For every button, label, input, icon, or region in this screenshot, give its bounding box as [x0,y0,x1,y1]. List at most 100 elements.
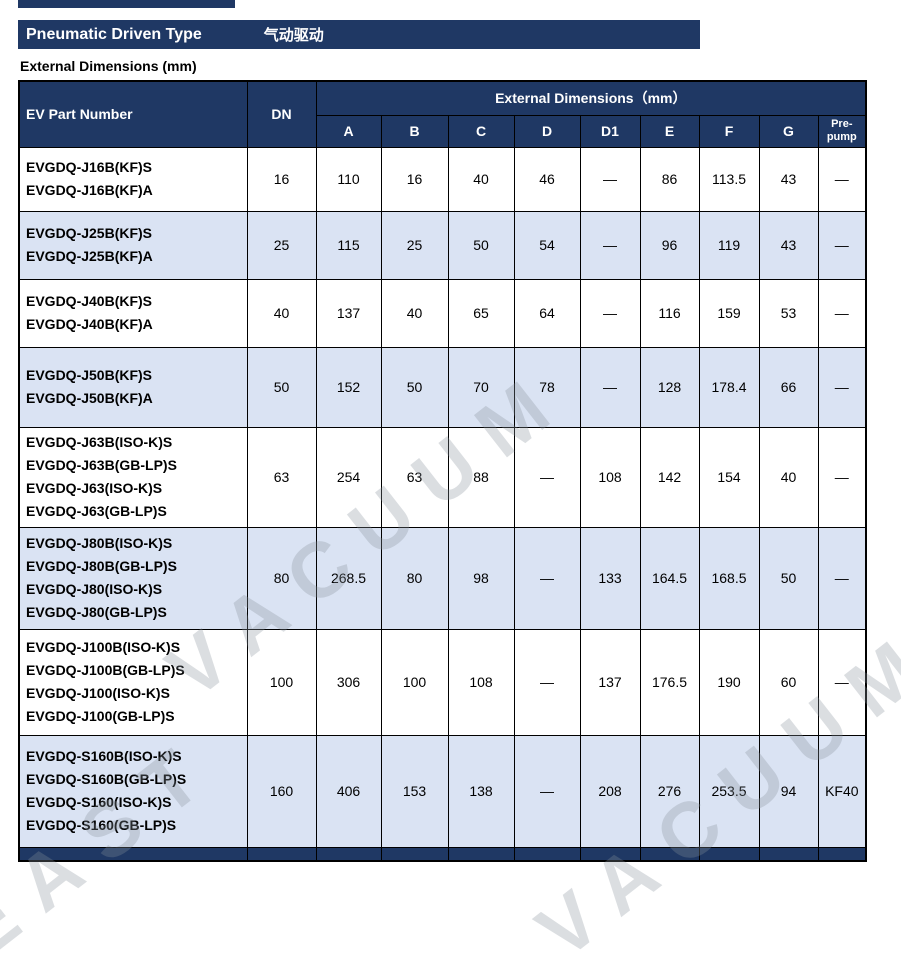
part-number: EVGDQ-S160(ISO-K)S [26,794,172,810]
value-cell: 110 [315,146,382,212]
part-number-cell: EVGDQ-J16B(KF)S EVGDQ-J16B(KF)A [18,146,248,212]
part-number: EVGDQ-J80B(ISO-K)S [26,535,173,551]
dimensions-table: EV Part Number DN External Dimensions（mm… [18,80,868,862]
part-number: EVGDQ-J100(GB-LP)S [26,708,175,724]
dn-cell: 63 [246,426,317,528]
partial-cell [513,846,581,861]
value-cell: 40 [758,426,819,528]
dn-cell: 40 [246,278,317,348]
header-row-group: EV Part Number DN External Dimensions（mm… [18,80,867,148]
value-cell: 80 [380,526,449,630]
table-row-dn-40: EVGDQ-J40B(KF)S EVGDQ-J40B(KF)A 40 137 40 65 6… [18,278,867,348]
value-cell: 113.5 [698,146,760,212]
value-cell: — [513,734,581,848]
value-cell: 116 [639,278,700,348]
value-cell: 94 [758,734,819,848]
value-cell: 268.5 [315,526,382,630]
value-cell: 40 [380,278,449,348]
dn-cell: 16 [246,146,317,212]
table-row-dn-80: EVGDQ-J80B(ISO-K)S EVGDQ-J80B(GB-LP)S EVGD… [18,526,867,630]
value-cell: 40 [447,146,515,212]
part-number: EVGDQ-J63B(GB-LP)S [26,457,177,473]
value-cell: 276 [639,734,700,848]
part-number: EVGDQ-S160B(ISO-K)S [26,748,182,764]
value-cell: 159 [698,278,760,348]
value-cell: — [817,346,867,428]
part-number-cell: EVGDQ-J25B(KF)S EVGDQ-J25B(KF)A [18,210,248,280]
part-number: EVGDQ-S160B(GB-LP)S [26,771,187,787]
previous-section-strip [18,0,235,8]
value-cell: — [513,426,581,528]
part-number: EVGDQ-J50B(KF)S [26,367,153,383]
table-row-dn-25: EVGDQ-J25B(KF)S EVGDQ-J25B(KF)A 25 115 25 50 5… [18,210,867,280]
col-header-part-number: EV Part Number [18,80,248,148]
part-number: EVGDQ-J80B(GB-LP)S [26,558,177,574]
value-cell: 65 [447,278,515,348]
part-number: EVGDQ-J80(GB-LP)S [26,604,167,620]
value-cell: 63 [380,426,449,528]
part-number: EVGDQ-J16B(KF)A [26,182,153,198]
value-cell: 46 [513,146,581,212]
dn-cell: 160 [246,734,317,848]
partial-cell [447,846,515,861]
value-cell: 100 [380,628,449,736]
value-cell: 176.5 [639,628,700,736]
part-number: EVGDQ-J25B(KF)S [26,225,153,241]
value-cell: 208 [579,734,641,848]
value-cell: — [579,346,641,428]
partial-cell [758,846,819,861]
value-cell: 60 [758,628,819,736]
value-cell: 142 [639,426,700,528]
pre-pump-line1: Pre- [831,118,853,131]
value-cell: 108 [447,628,515,736]
col-header-a: A [315,114,382,148]
value-cell: 168.5 [698,526,760,630]
partial-cell [817,846,867,861]
value-cell: 128 [639,346,700,428]
value-cell: 137 [579,628,641,736]
value-cell: 66 [758,346,819,428]
section-title-zh: 气动驱动 [263,27,324,44]
value-cell: 64 [513,278,581,348]
partial-cell [246,846,317,861]
value-cell: 153 [380,734,449,848]
part-number: EVGDQ-J16B(KF)S [26,159,153,175]
table-row-dn-63: EVGDQ-J63B(ISO-K)S EVGDQ-J63B(GB-LP)S EVGD… [18,426,867,528]
value-cell: 108 [579,426,641,528]
value-cell: 25 [380,210,449,280]
part-number: EVGDQ-S160(GB-LP)S [26,817,177,833]
col-header-c: C [447,114,515,148]
table-row-dn-100: EVGDQ-J100B(ISO-K)S EVGDQ-J100B(GB-LP)S EV… [18,628,867,736]
value-cell: 119 [698,210,760,280]
partial-cell [579,846,641,861]
table-row-dn-50: EVGDQ-J50B(KF)S EVGDQ-J50B(KF)A 50 152 50 70 7… [18,346,867,428]
partial-cell [698,846,760,861]
external-dimensions-label: External Dimensions (mm) [20,58,197,74]
value-cell: 115 [315,210,382,280]
table-row-dn-16: EVGDQ-J16B(KF)S EVGDQ-J16B(KF)A 16 110 16 40 4… [18,146,867,212]
table-row-dn-160: EVGDQ-S160B(ISO-K)S EVGDQ-S160B(GB-LP)S EV… [18,734,867,848]
value-cell: 152 [315,346,382,428]
value-cell: 50 [447,210,515,280]
part-number: EVGDQ-J100(ISO-K)S [26,685,170,701]
value-cell: 253.5 [698,734,760,848]
partial-cell [639,846,700,861]
value-cell: 43 [758,146,819,212]
dn-cell: 50 [246,346,317,428]
value-cell: 16 [380,146,449,212]
pre-pump-line2: pump [826,131,857,143]
part-number-cell: EVGDQ-J40B(KF)S EVGDQ-J40B(KF)A [18,278,248,348]
part-number: EVGDQ-J63(GB-LP)S [26,503,167,519]
value-cell: 50 [380,346,449,428]
value-cell: 178.4 [698,346,760,428]
value-cell: — [579,278,641,348]
header-row-dimension-letters: A B C D D1 E F G Pre-pump [19,114,867,148]
value-cell: 43 [758,210,819,280]
value-cell: 138 [447,734,515,848]
part-number: EVGDQ-J25B(KF)A [26,248,153,264]
value-cell: 306 [315,628,382,736]
part-number-cell: EVGDQ-S160B(ISO-K)S EVGDQ-S160B(GB-LP)S EV… [18,734,248,848]
part-number: EVGDQ-J80(ISO-K)S [26,581,163,597]
next-table-row-partial [18,846,867,861]
value-cell: 406 [315,734,382,848]
